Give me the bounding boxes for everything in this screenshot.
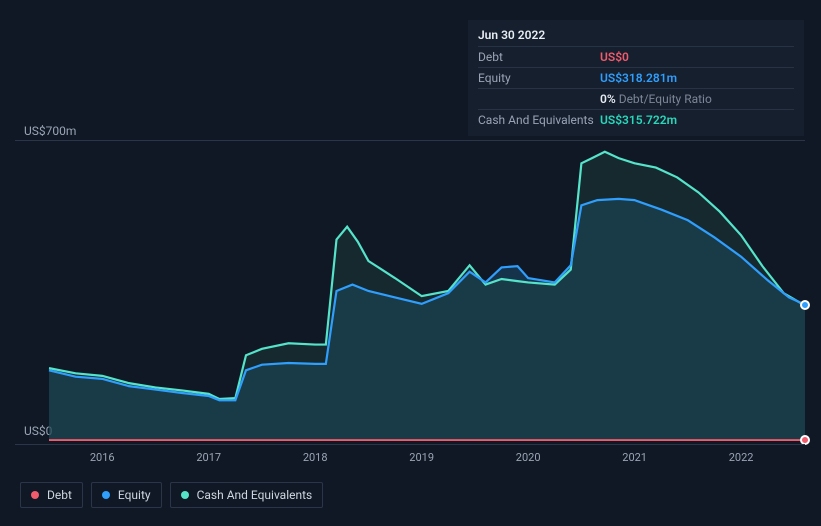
cash-area [49,152,805,441]
area-chart-svg [15,141,805,441]
chart-plot-area[interactable] [15,140,805,440]
tooltip-date: Jun 30 2022 [478,26,794,46]
legend-item-equity[interactable]: Equity [91,482,162,508]
x-tick: 2018 [303,451,328,464]
tooltip-row-label: Cash And Equivalents [478,112,600,128]
equity-end-dot [800,300,810,310]
legend-dot-icon [31,491,39,499]
x-tick: 2021 [622,451,647,464]
tooltip-row: EquityUS$318.281m [478,67,794,88]
tooltip-row-value: US$315.722m [600,112,677,128]
y-axis-max-label: US$700m [24,124,76,138]
x-axis: 2016 2017 2018 2019 2020 2021 2022 [15,444,805,464]
chart-legend: Debt Equity Cash And Equivalents [20,482,323,508]
tooltip-row-label: Equity [478,70,600,86]
chart-tooltip: Jun 30 2022 DebtUS$0EquityUS$318.281m0% … [468,20,804,136]
tooltip-row-value: US$0 [600,49,629,65]
x-tick: 2020 [516,451,541,464]
legend-item-debt[interactable]: Debt [20,482,83,508]
tooltip-row-value: 0% Debt/Equity Ratio [600,91,712,107]
x-tick: 2016 [90,451,115,464]
legend-dot-icon [181,491,189,499]
tooltip-row: DebtUS$0 [478,46,794,67]
x-tick: 2019 [409,451,434,464]
legend-label: Debt [47,488,72,502]
legend-label: Cash And Equivalents [197,488,313,502]
tooltip-row: 0% Debt/Equity Ratio [478,88,794,109]
tooltip-row-label [478,91,600,107]
x-tick: 2022 [729,451,754,464]
tooltip-row-label: Debt [478,49,600,65]
tooltip-row: Cash And EquivalentsUS$315.722m [478,109,794,130]
legend-dot-icon [102,491,110,499]
legend-item-cash[interactable]: Cash And Equivalents [170,482,324,508]
legend-label: Equity [118,488,151,502]
x-tick: 2017 [196,451,221,464]
tooltip-row-value: US$318.281m [600,70,677,86]
